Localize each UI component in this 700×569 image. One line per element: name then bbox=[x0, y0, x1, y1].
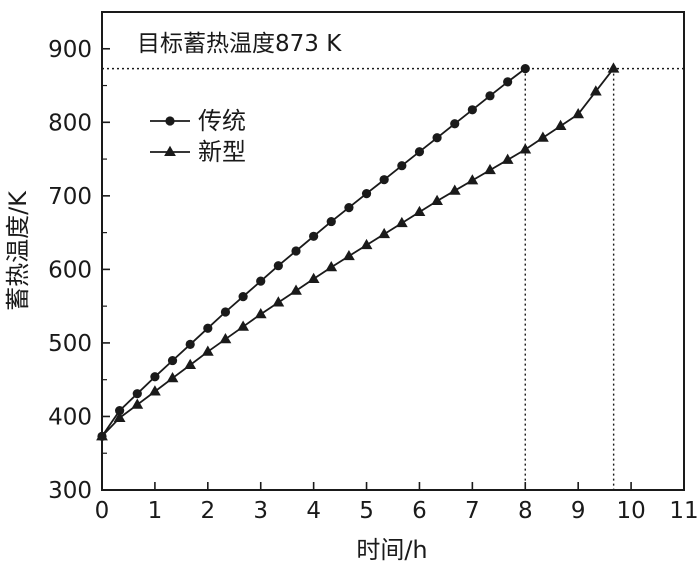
data-point bbox=[201, 345, 214, 356]
legend-label: 新型 bbox=[198, 138, 246, 166]
data-point bbox=[164, 145, 176, 157]
y-tick-label: 800 bbox=[48, 110, 92, 136]
y-tick-label: 900 bbox=[48, 37, 92, 63]
y-tick-label: 400 bbox=[48, 404, 92, 430]
series-line bbox=[101, 68, 615, 437]
data-point bbox=[343, 249, 355, 261]
data-point bbox=[431, 194, 443, 206]
data-point bbox=[537, 131, 549, 142]
data-point bbox=[519, 143, 532, 154]
data-point bbox=[256, 276, 266, 286]
data-point bbox=[131, 398, 144, 409]
x-tick-label: 0 bbox=[95, 498, 110, 524]
data-point bbox=[344, 203, 354, 213]
data-point bbox=[273, 261, 283, 271]
x-axis-title: 时间/h bbox=[356, 536, 427, 564]
series-layer bbox=[96, 62, 620, 441]
y-tick-label: 300 bbox=[48, 478, 92, 504]
data-point bbox=[165, 116, 175, 126]
target-temperature-annotation: 目标蓄热温度873 K bbox=[137, 31, 342, 57]
x-tick-label: 1 bbox=[148, 498, 163, 524]
data-point bbox=[220, 307, 231, 317]
data-point bbox=[414, 147, 425, 157]
data-point bbox=[448, 184, 461, 195]
y-tick-label: 700 bbox=[48, 184, 92, 210]
data-point bbox=[360, 238, 373, 250]
data-point bbox=[413, 205, 426, 217]
data-point bbox=[395, 216, 408, 228]
data-point bbox=[589, 85, 602, 96]
data-point bbox=[501, 153, 514, 164]
data-point bbox=[237, 320, 249, 331]
data-point bbox=[184, 358, 197, 370]
data-point bbox=[132, 389, 142, 399]
x-tick-label: 9 bbox=[571, 498, 586, 524]
data-point bbox=[96, 430, 108, 441]
x-tick-label: 10 bbox=[616, 498, 645, 524]
data-point bbox=[361, 189, 372, 199]
data-point bbox=[203, 323, 213, 333]
data-point bbox=[115, 405, 125, 416]
x-tick-label: 7 bbox=[465, 498, 480, 524]
data-point bbox=[272, 296, 285, 307]
series-line bbox=[101, 67, 526, 437]
data-point bbox=[520, 64, 530, 74]
data-point bbox=[466, 174, 479, 185]
legend-item: 传统 bbox=[150, 107, 246, 135]
data-point bbox=[254, 308, 267, 319]
x-tick-label: 8 bbox=[518, 498, 533, 524]
data-point bbox=[379, 175, 389, 185]
data-point bbox=[238, 291, 248, 302]
data-point bbox=[290, 284, 302, 295]
data-point bbox=[485, 91, 495, 101]
x-tick-label: 11 bbox=[669, 498, 698, 524]
x-tick-label: 5 bbox=[359, 498, 374, 524]
data-point bbox=[554, 119, 567, 131]
data-point bbox=[166, 372, 179, 383]
data-point bbox=[325, 260, 338, 272]
data-point bbox=[185, 339, 195, 349]
y-tick-label: 600 bbox=[48, 257, 92, 283]
data-point bbox=[503, 77, 513, 87]
data-point bbox=[484, 163, 496, 175]
x-tick-label: 3 bbox=[253, 498, 268, 524]
data-point bbox=[432, 133, 442, 143]
data-point bbox=[397, 161, 407, 171]
data-point bbox=[167, 355, 178, 366]
target-reference-lines bbox=[102, 67, 684, 490]
data-point bbox=[572, 108, 585, 119]
y-tick-label: 500 bbox=[48, 331, 92, 357]
data-point bbox=[307, 272, 320, 283]
plot-frame bbox=[101, 11, 685, 491]
data-point bbox=[150, 372, 160, 382]
data-point bbox=[219, 333, 232, 344]
axis-ticks: 0 1 2 3 4 5 6 7 8 9 10 11 300 400 500 600 700 800 900 bbox=[48, 37, 699, 524]
data-point bbox=[326, 216, 336, 227]
x-tick-label: 4 bbox=[306, 498, 321, 524]
data-point bbox=[309, 231, 319, 241]
data-point bbox=[467, 105, 477, 115]
plot-area bbox=[101, 11, 685, 491]
data-point bbox=[450, 119, 460, 129]
x-tick-label: 2 bbox=[200, 498, 215, 524]
data-point bbox=[378, 227, 391, 239]
legend-label: 传统 bbox=[198, 107, 246, 135]
x-tick-label: 6 bbox=[412, 498, 427, 524]
y-axis-title: 蓄热温度/K bbox=[4, 190, 32, 311]
data-point bbox=[113, 411, 126, 422]
data-point bbox=[149, 385, 161, 396]
series-new bbox=[96, 62, 620, 441]
legend-item: 新型 bbox=[150, 138, 246, 166]
data-point bbox=[607, 62, 620, 73]
data-point bbox=[291, 246, 301, 256]
